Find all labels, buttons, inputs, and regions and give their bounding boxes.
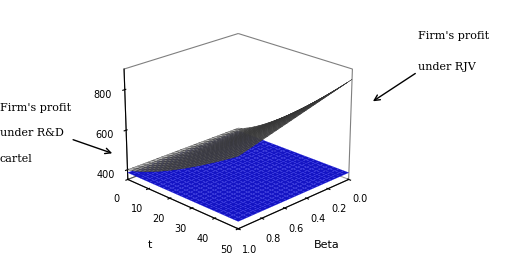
Text: under R&D: under R&D [0,128,64,139]
X-axis label: Beta: Beta [314,240,339,250]
Y-axis label: t: t [148,240,152,250]
Text: Firm's profit: Firm's profit [418,31,489,41]
Text: under RJV: under RJV [418,62,476,72]
Text: Firm's profit: Firm's profit [0,103,71,113]
Text: cartel: cartel [0,154,33,164]
